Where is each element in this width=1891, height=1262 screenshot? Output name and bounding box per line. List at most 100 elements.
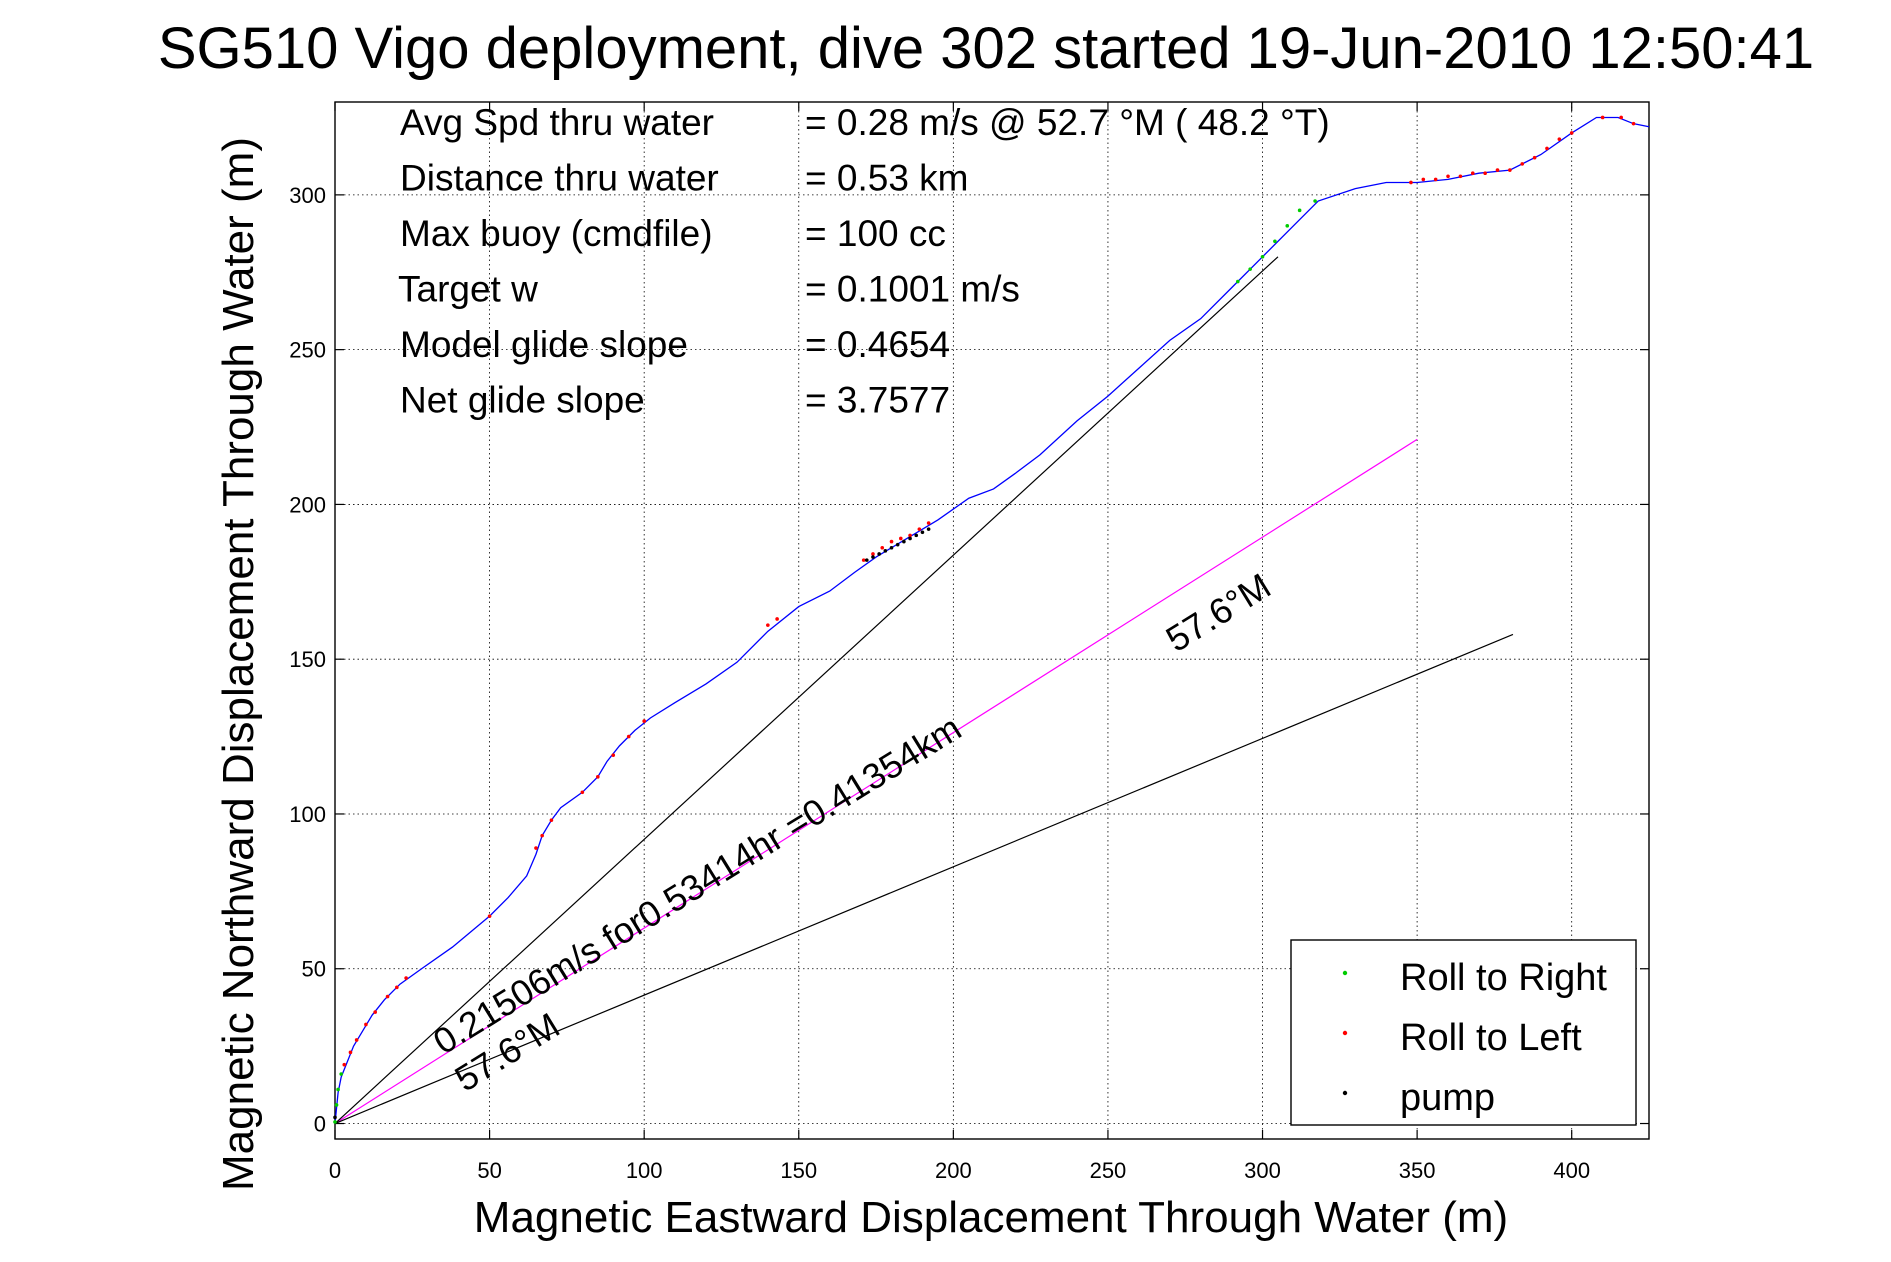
roll-left-marker bbox=[354, 1038, 359, 1042]
x-axis-label: Magnetic Eastward Displacement Through W… bbox=[474, 1193, 1508, 1242]
roll-right-marker bbox=[333, 1120, 337, 1124]
roll-right-marker bbox=[1313, 199, 1317, 203]
roll-left-marker bbox=[540, 833, 544, 838]
legend-label: Roll to Right bbox=[1400, 957, 1607, 999]
pump-marker bbox=[920, 530, 925, 535]
roll-right-marker bbox=[1235, 279, 1240, 284]
roll-left-marker bbox=[871, 552, 875, 556]
roll-left-marker bbox=[926, 521, 931, 525]
roll-right-marker bbox=[1285, 224, 1290, 228]
rotated-layer: 0.21506m/s for0.53414hr =0.41354km 57.6°M… bbox=[426, 565, 1278, 1099]
roll-left-marker bbox=[348, 1050, 353, 1055]
roll-left-marker bbox=[1409, 180, 1413, 185]
roll-left-marker bbox=[1458, 174, 1463, 179]
roll-left-marker bbox=[1532, 155, 1537, 160]
roll-left-marker bbox=[766, 623, 770, 627]
legend-marker bbox=[1342, 1030, 1348, 1036]
roll-right-marker bbox=[334, 1103, 339, 1107]
chart-title: SG510 Vigo deployment, dive 302 started … bbox=[158, 16, 1814, 81]
roll-left-marker bbox=[385, 994, 390, 999]
y-tick-label: 300 bbox=[289, 183, 326, 208]
roll-left-marker bbox=[1446, 174, 1450, 179]
roll-right-marker bbox=[1260, 254, 1265, 259]
annotation-value: = 3.7577 bbox=[805, 380, 950, 421]
marker-layer bbox=[333, 115, 1636, 1124]
legend-label: pump bbox=[1400, 1077, 1495, 1119]
legend-marker bbox=[1342, 1090, 1348, 1096]
roll-left-marker bbox=[596, 775, 600, 779]
roll-left-marker bbox=[534, 846, 538, 850]
roll-left-marker bbox=[1619, 115, 1623, 120]
roll-left-marker bbox=[611, 753, 616, 757]
annotation-label: Net glide slope bbox=[400, 380, 645, 421]
roll-left-marker bbox=[775, 617, 779, 621]
annotation-label: Target w bbox=[398, 269, 538, 310]
x-tick-label: 0 bbox=[329, 1158, 341, 1183]
pump-marker bbox=[877, 552, 881, 556]
roll-left-marker bbox=[889, 539, 894, 544]
roll-left-marker bbox=[1421, 177, 1426, 182]
annotation-label: Model glide slope bbox=[400, 324, 688, 365]
annotation-value: = 0.4654 bbox=[805, 324, 950, 365]
roll-right-marker bbox=[1297, 208, 1302, 213]
roll-left-marker bbox=[373, 1010, 377, 1014]
y-tick-label: 150 bbox=[289, 647, 326, 672]
roll-left-marker bbox=[880, 545, 885, 550]
annotation-value: = 100 cc bbox=[805, 213, 946, 254]
tick-layer: 0 50 100 150 200 250 300 350 400 0 50 100 150 200 250 3… bbox=[289, 102, 1649, 1183]
annotation-label: Max buoy (cmdfile) bbox=[400, 213, 713, 254]
reference-line-lower bbox=[334, 633, 1514, 1125]
roll-left-marker bbox=[342, 1062, 347, 1067]
pump-marker bbox=[333, 1115, 337, 1120]
pump-marker bbox=[895, 542, 900, 547]
roll-left-marker bbox=[549, 818, 554, 822]
roll-left-marker bbox=[404, 976, 408, 980]
rotated-label: 0.21506m/s for0.53414hr =0.41354km bbox=[426, 707, 968, 1062]
annotation-value: = 0.53 km bbox=[805, 158, 969, 199]
legend-marker bbox=[1342, 970, 1348, 976]
pump-marker bbox=[864, 558, 869, 562]
x-tick-label: 200 bbox=[935, 1158, 972, 1183]
pump-marker bbox=[926, 527, 931, 531]
y-axis-label: Magnetic Northward Displacement Through … bbox=[214, 137, 263, 1191]
roll-right-marker bbox=[336, 1087, 340, 1092]
plot-frame bbox=[334, 101, 1650, 1140]
x-tick-label: 300 bbox=[1244, 1158, 1281, 1183]
pump-marker bbox=[902, 539, 906, 544]
roll-left-marker bbox=[395, 985, 399, 990]
y-tick-label: 50 bbox=[302, 957, 326, 982]
pump-marker bbox=[871, 555, 875, 559]
roll-left-marker bbox=[1631, 121, 1636, 126]
roll-left-marker bbox=[580, 790, 585, 795]
annotation-layer: Avg Spd thru water = 0.28 m/s @ 52.7 °M (… bbox=[398, 102, 1330, 421]
roll-left-marker bbox=[1557, 137, 1562, 141]
pump-marker bbox=[889, 545, 894, 550]
roll-left-marker bbox=[1433, 177, 1438, 182]
roll-left-marker bbox=[1520, 162, 1525, 166]
legend: Roll to Right Roll to Left pump bbox=[1290, 939, 1637, 1126]
roll-left-marker bbox=[1470, 171, 1475, 175]
roll-left-marker bbox=[364, 1022, 368, 1027]
x-tick-label: 250 bbox=[1090, 1158, 1127, 1183]
roll-left-marker bbox=[1495, 168, 1500, 172]
trajectory-line bbox=[334, 116, 1650, 1124]
x-tick-label: 50 bbox=[477, 1158, 501, 1183]
roll-left-marker bbox=[1545, 146, 1549, 151]
annotation-value: = 0.1001 m/s bbox=[805, 269, 1020, 310]
y-tick-label: 200 bbox=[289, 492, 326, 517]
roll-left-marker bbox=[898, 536, 903, 541]
x-tick-label: 400 bbox=[1553, 1158, 1590, 1183]
reference-line-current bbox=[334, 438, 1418, 1125]
x-tick-label: 150 bbox=[780, 1158, 817, 1183]
roll-left-marker bbox=[1600, 115, 1605, 120]
y-tick-label: 0 bbox=[314, 1112, 326, 1137]
roll-left-marker bbox=[642, 719, 646, 723]
pump-marker bbox=[883, 549, 888, 553]
pump-marker bbox=[908, 536, 912, 541]
annotation-label: Avg Spd thru water bbox=[400, 102, 714, 143]
roll-left-marker bbox=[487, 914, 492, 918]
roll-left-marker bbox=[1508, 168, 1512, 172]
roll-left-marker bbox=[908, 533, 912, 538]
roll-left-marker bbox=[1569, 131, 1574, 135]
